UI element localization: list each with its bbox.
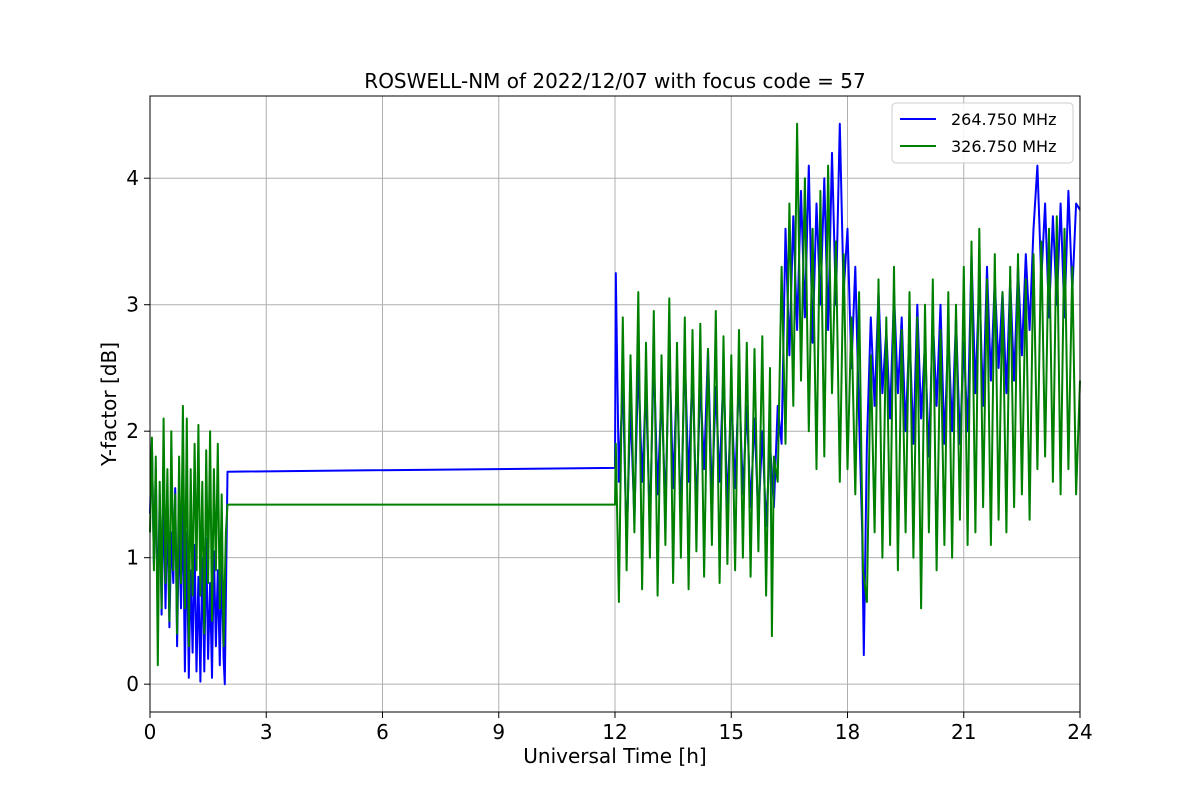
x-tick-label: 12 [602,720,627,744]
x-axis-title: Universal Time [h] [523,744,706,768]
y-tick-label: 4 [126,166,139,190]
x-tick-label: 18 [835,720,860,744]
x-tick-label: 9 [492,720,505,744]
y-tick-label: 1 [126,546,139,570]
legend: 264.750 MHz 326.750 MHz [891,102,1074,164]
x-tick-label: 15 [719,720,744,744]
x-tick-label: 6 [376,720,389,744]
series-layer [149,122,1081,686]
y-tick-label: 2 [126,419,139,443]
x-tick-label: 21 [951,720,976,744]
legend-box [891,102,1074,164]
legend-label-264: 264.750 MHz [951,110,1056,129]
y-axis-title: Y-factor [dB] [97,342,121,467]
x-tick-label: 3 [260,720,273,744]
x-tick-label: 0 [144,720,157,744]
series-line-326-750-mhz [149,122,1081,667]
y-tick-label: 3 [126,293,139,317]
y-tick-label: 0 [126,672,139,696]
x-tick-label: 24 [1067,720,1092,744]
legend-label-326: 326.750 MHz [951,137,1056,156]
chart-title: ROSWELL-NM of 2022/12/07 with focus code… [364,69,865,93]
